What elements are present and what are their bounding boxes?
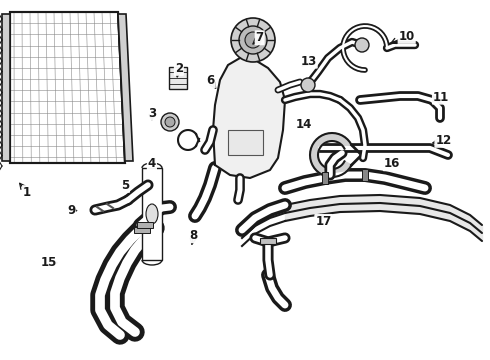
- Text: 5: 5: [121, 179, 129, 192]
- Circle shape: [231, 18, 275, 62]
- Circle shape: [355, 38, 369, 52]
- Text: 17: 17: [315, 215, 332, 228]
- Text: 13: 13: [300, 55, 317, 68]
- Polygon shape: [10, 12, 125, 163]
- Text: 15: 15: [41, 256, 57, 269]
- Circle shape: [161, 113, 179, 131]
- Polygon shape: [213, 58, 285, 178]
- Bar: [169, 67, 187, 89]
- Text: 3: 3: [148, 107, 156, 120]
- Polygon shape: [310, 133, 352, 177]
- Text: 2: 2: [175, 62, 183, 75]
- Text: 1: 1: [23, 186, 31, 199]
- Bar: [322, 172, 328, 184]
- Circle shape: [165, 117, 175, 127]
- Bar: [142, 168, 162, 260]
- Text: 10: 10: [398, 30, 415, 42]
- Ellipse shape: [146, 204, 158, 224]
- Text: 4: 4: [148, 157, 156, 170]
- Text: 16: 16: [384, 157, 400, 170]
- Bar: [228, 130, 263, 155]
- Polygon shape: [118, 14, 133, 161]
- Text: 11: 11: [433, 91, 449, 104]
- Text: 7: 7: [256, 31, 264, 44]
- Circle shape: [301, 78, 315, 92]
- Bar: [260, 238, 276, 244]
- Polygon shape: [2, 14, 10, 161]
- Circle shape: [245, 32, 261, 48]
- Text: 14: 14: [295, 118, 312, 131]
- Text: 6: 6: [207, 75, 215, 87]
- Text: 8: 8: [190, 229, 197, 242]
- Bar: [134, 227, 150, 233]
- Bar: [362, 169, 368, 181]
- Text: 9: 9: [67, 204, 75, 217]
- Bar: [137, 222, 153, 228]
- Text: 12: 12: [435, 134, 452, 147]
- Circle shape: [239, 26, 267, 54]
